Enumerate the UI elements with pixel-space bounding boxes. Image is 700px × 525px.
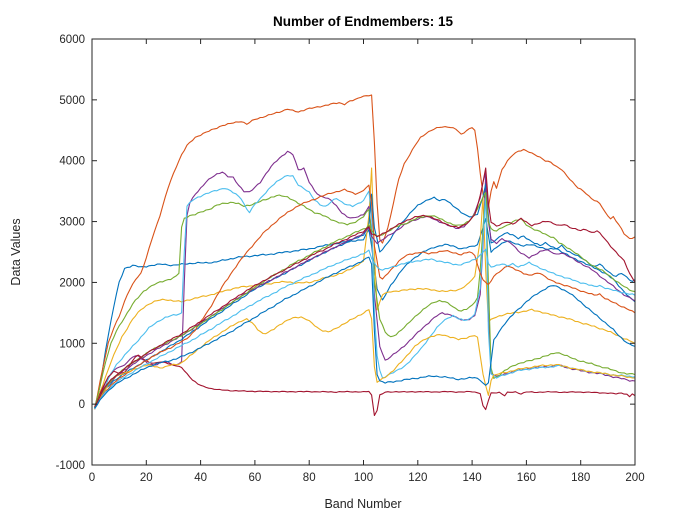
series-line-endmember-3 — [94, 167, 635, 408]
x-tick-label: 40 — [194, 472, 207, 484]
y-axis-tick-labels: -1000 0 1000 2000 3000 4000 5000 6000 — [56, 34, 85, 472]
y-tick-label: -1000 — [56, 460, 85, 472]
x-tick-label: 160 — [517, 472, 536, 484]
series-line-endmember-12 — [94, 191, 635, 409]
chart-title: Number of Endmembers: 15 — [273, 14, 454, 29]
x-tick-label: 180 — [571, 472, 590, 484]
series-line-endmember-8 — [94, 183, 635, 408]
x-tick-label: 80 — [303, 472, 316, 484]
series-line-endmember-13 — [94, 248, 635, 409]
y-tick-label: 2000 — [59, 277, 85, 289]
x-axis-tick-labels: 0 20 40 60 80 100 120 140 160 180 200 — [89, 472, 645, 484]
y-tick-label: 1000 — [59, 338, 85, 350]
series-line-endmember-6 — [94, 174, 635, 410]
series-line-endmember-9 — [94, 184, 635, 408]
x-tick-label: 20 — [140, 472, 153, 484]
series-line-endmember-2 — [94, 94, 635, 410]
x-tick-label: 0 — [89, 472, 95, 484]
y-tick-label: 6000 — [59, 34, 85, 46]
series-line-endmember-14 — [94, 167, 635, 407]
series-line-endmember-5 — [94, 193, 635, 408]
y-tick-label: 0 — [79, 399, 85, 411]
y-tick-label: 3000 — [59, 217, 85, 229]
y-tick-label: 5000 — [59, 95, 85, 107]
series-line-endmember-4 — [94, 150, 635, 409]
y-tick-label: 4000 — [59, 156, 85, 168]
x-tick-label: 200 — [625, 472, 644, 484]
axis-box — [91, 38, 636, 466]
x-tick-label: 120 — [408, 472, 427, 484]
series-line-endmember-7 — [94, 354, 635, 417]
x-tick-label: 100 — [354, 472, 373, 484]
series-line-endmember-10 — [94, 309, 635, 408]
x-tick-label: 140 — [463, 472, 482, 484]
y-axis-label: Data Values — [9, 218, 23, 285]
plot-background — [92, 39, 635, 465]
series-lines — [94, 94, 635, 417]
x-axis-label: Band Number — [324, 497, 401, 511]
x-tick-label: 60 — [249, 472, 262, 484]
series-line-endmember-15 — [94, 256, 635, 409]
